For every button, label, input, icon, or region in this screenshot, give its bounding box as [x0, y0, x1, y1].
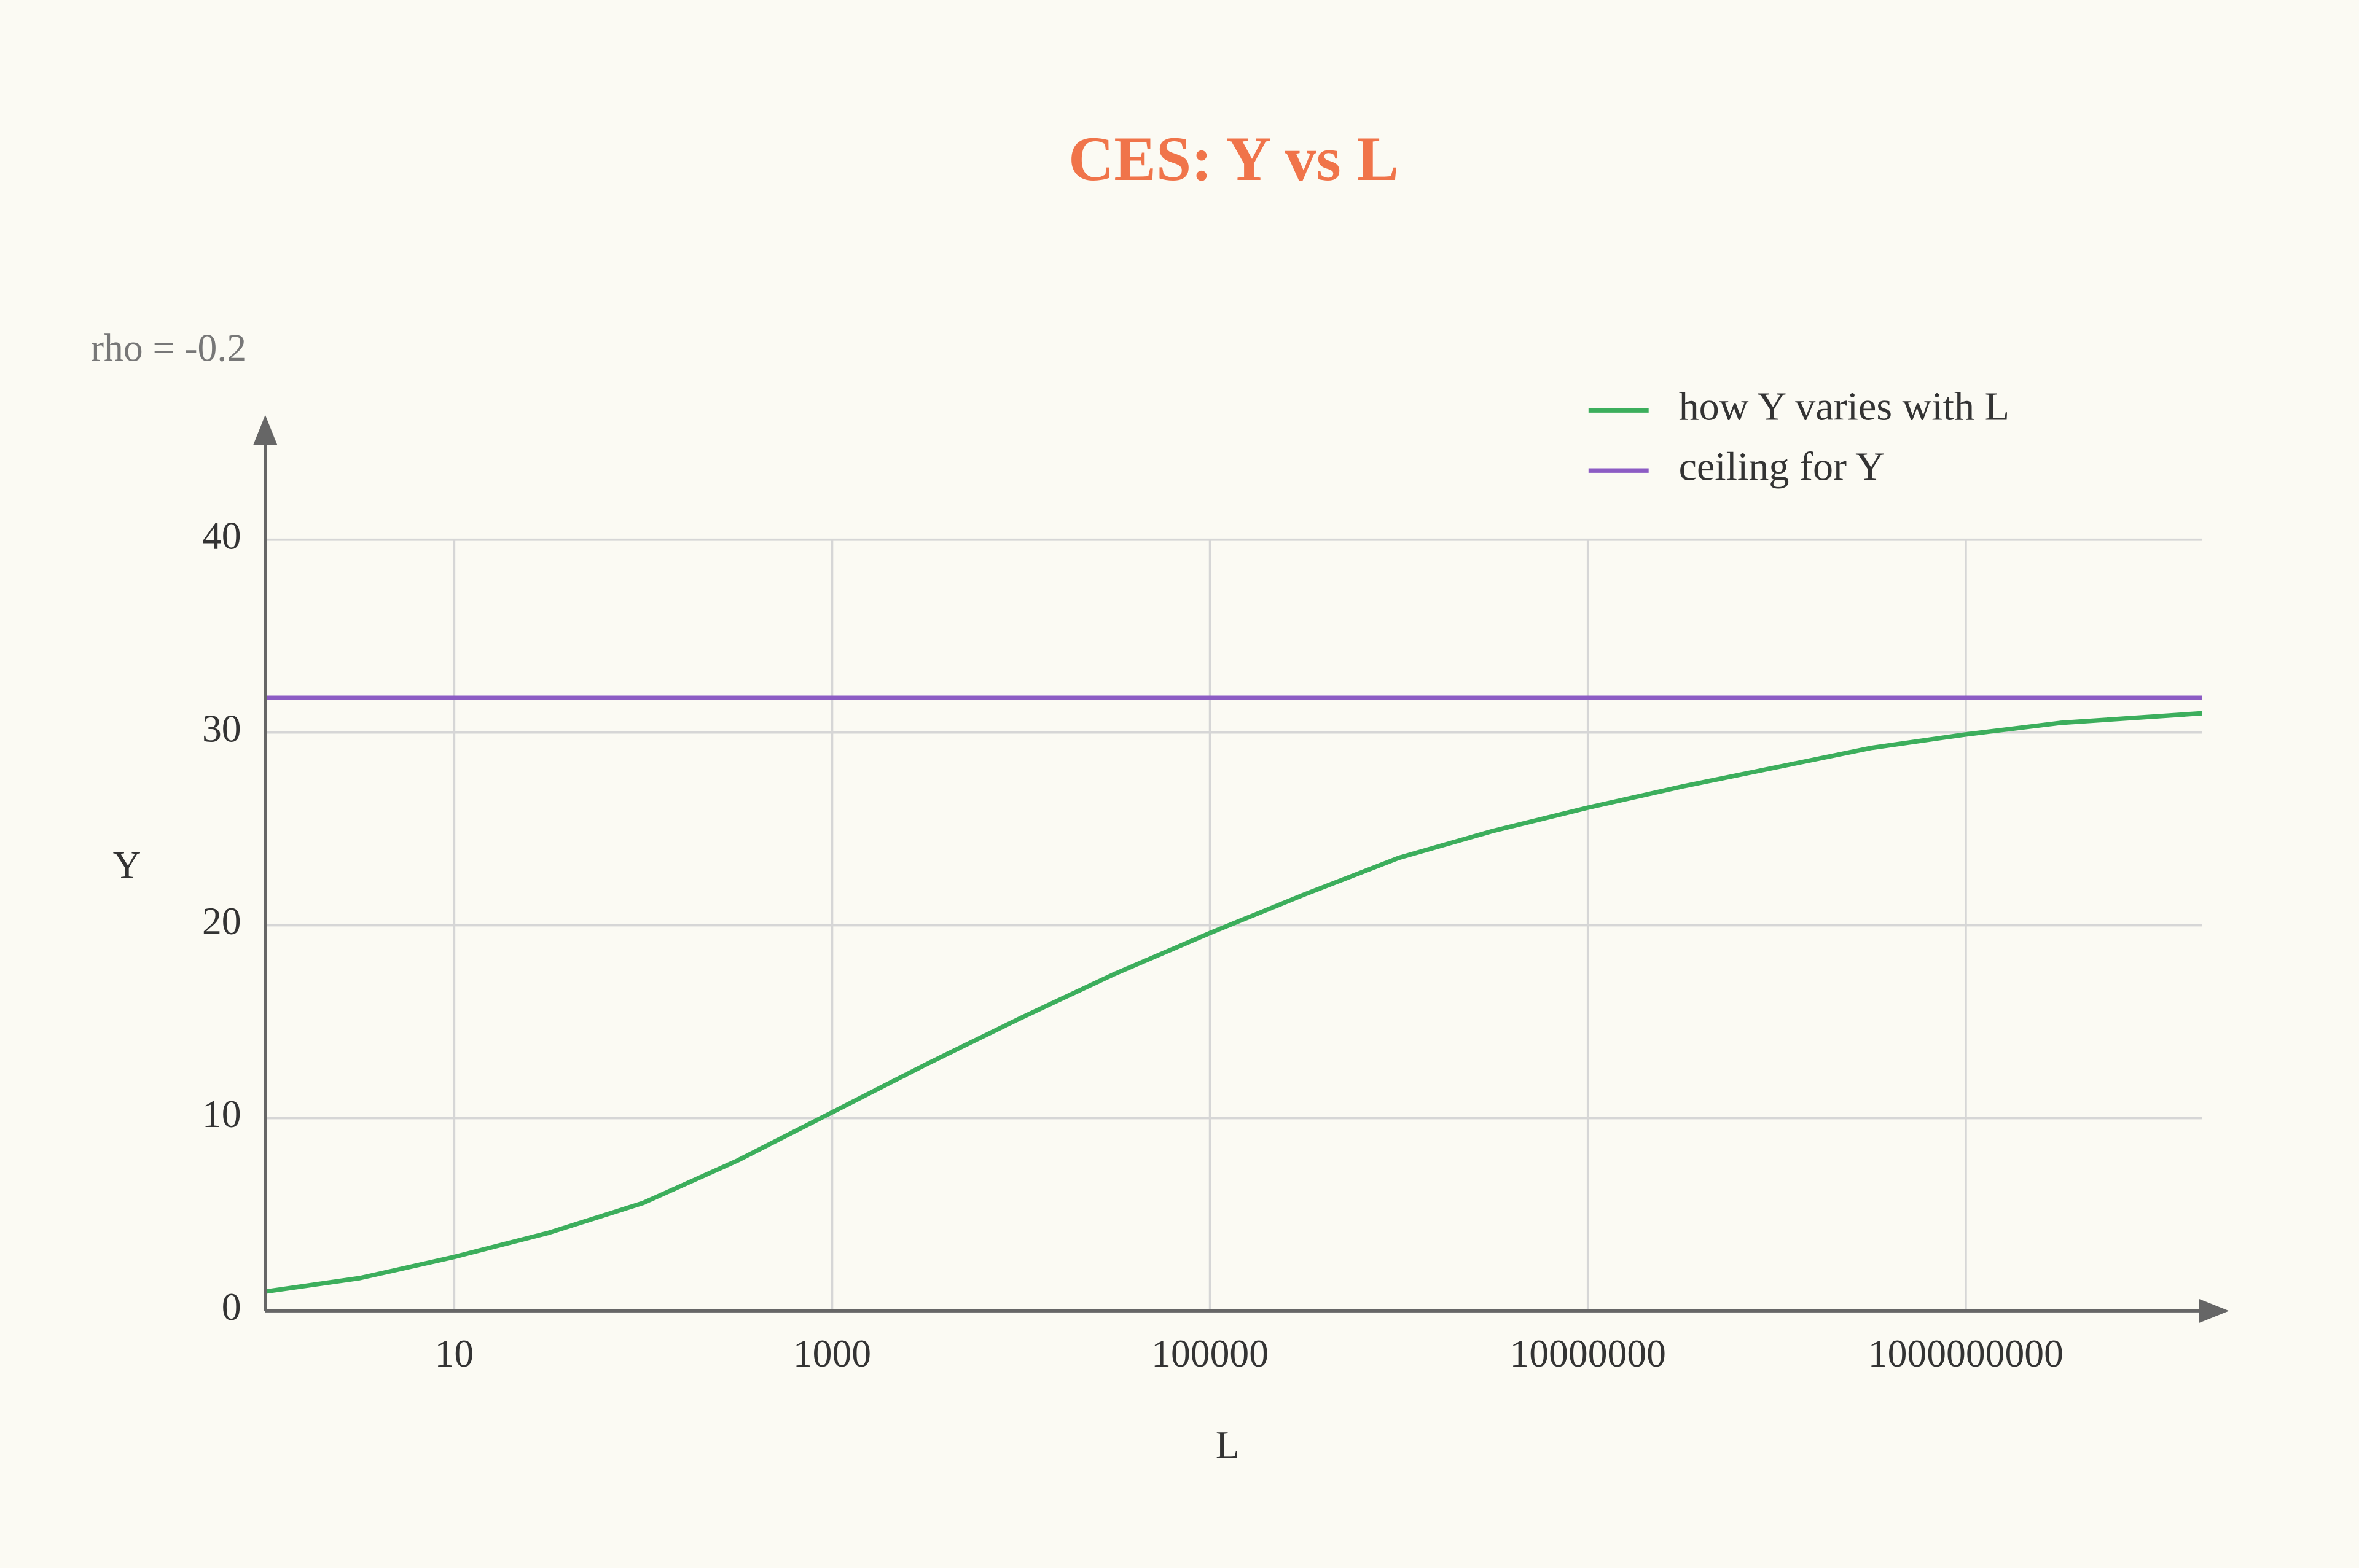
- y-tick-label: 30: [202, 706, 241, 750]
- y-axis-arrow: [253, 415, 278, 445]
- x-tick-label: 10000000: [1509, 1332, 1665, 1375]
- legend: how Y varies with L ceiling for Y: [1588, 384, 2009, 489]
- chart-title: CES: Y vs L: [1068, 124, 1399, 194]
- y-tick-label: 20: [202, 899, 241, 943]
- y-tick-label: 0: [222, 1285, 241, 1328]
- data-line: [265, 711, 2202, 1294]
- x-tick-label: 1000000000: [1868, 1332, 2064, 1375]
- y-tick-label: 40: [202, 513, 241, 557]
- x-tick-label: 1000: [793, 1332, 871, 1375]
- y-tick-label: 10: [202, 1092, 241, 1136]
- annotation: rho = -0.2: [91, 326, 246, 369]
- legend-label: ceiling for Y: [1679, 444, 1885, 489]
- y-axis-label: Y: [113, 843, 141, 886]
- legend-label: how Y varies with L: [1679, 384, 2009, 429]
- x-tick-label: 100000: [1151, 1332, 1269, 1375]
- x-axis-label: L: [1216, 1423, 1240, 1467]
- x-axis-arrow: [2199, 1298, 2229, 1324]
- x-tick-label: 10: [435, 1332, 474, 1375]
- plot: [265, 695, 2202, 1294]
